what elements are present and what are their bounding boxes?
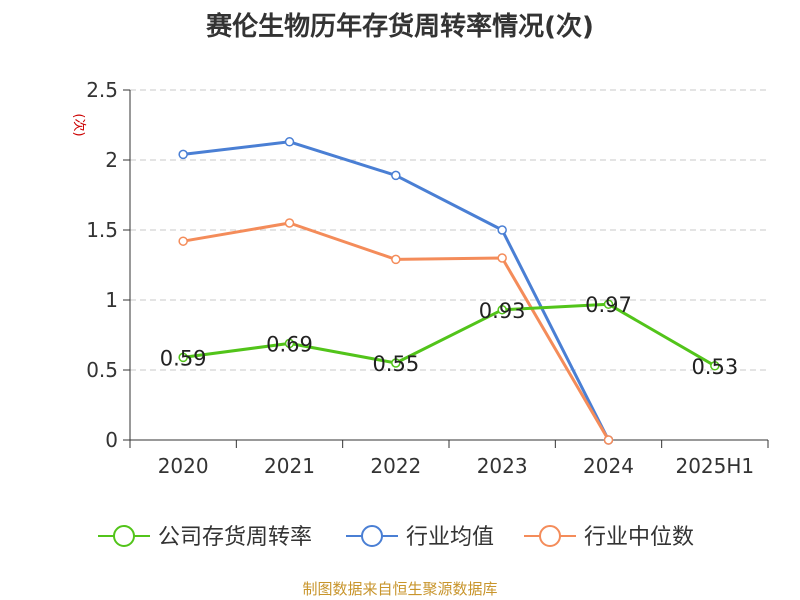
data-point-2[interactable] xyxy=(284,218,295,228)
data-point-0[interactable] xyxy=(391,358,401,368)
y-tick-label: 1 xyxy=(105,288,118,312)
series-line-1 xyxy=(182,140,610,441)
legend-marker xyxy=(113,525,135,547)
legend[interactable]: 公司存货周转率 行业均值 行业中位数 xyxy=(98,525,694,550)
data-point-2[interactable] xyxy=(391,254,401,265)
y-tick-label: 2.5 xyxy=(86,78,118,102)
data-point-1[interactable] xyxy=(178,149,188,160)
y-axis-label: (次) xyxy=(71,113,87,136)
data-label: 0.55 xyxy=(372,352,419,376)
y-tick-label: 0 xyxy=(105,428,118,452)
series-line-0 xyxy=(182,302,716,368)
x-tick-label: 2024 xyxy=(583,454,634,478)
data-point-2[interactable] xyxy=(178,236,188,246)
data-point-1[interactable] xyxy=(391,170,401,181)
x-tick-label: 2023 xyxy=(477,454,528,478)
source-note: 制图数据来自恒生聚源数据库 xyxy=(302,580,498,598)
data-label: 0.53 xyxy=(691,355,738,379)
data-point-0[interactable] xyxy=(284,338,295,349)
y-tick-label: 0.5 xyxy=(86,358,118,382)
data-labels: 0.59 0.69 0.55 0.93 0.97 0.53 xyxy=(160,293,738,379)
x-tick-label: 2025H1 xyxy=(675,454,754,478)
y-tick-label: 1.5 xyxy=(86,218,118,242)
chart-title: 赛伦生物历年存货周转率情况(次) xyxy=(206,12,594,42)
y-tick-label: 2 xyxy=(105,148,118,172)
legend-label: 行业中位数 xyxy=(584,525,694,550)
data-point-0[interactable] xyxy=(178,352,188,363)
data-point-1[interactable] xyxy=(284,137,295,147)
x-tick-label: 2021 xyxy=(264,454,315,478)
legend-marker xyxy=(539,525,561,547)
data-point-1[interactable] xyxy=(497,225,507,235)
legend-label: 行业均值 xyxy=(406,525,494,550)
data-label: 0.59 xyxy=(160,346,207,370)
legend-item-0[interactable]: 公司存货周转率 xyxy=(98,525,312,550)
legend-item-2[interactable]: 行业中位数 xyxy=(524,525,694,550)
data-label: 0.97 xyxy=(585,293,632,317)
data-label: 0.69 xyxy=(266,332,313,356)
legend-label: 公司存货周转率 xyxy=(158,525,312,550)
x-tick-label: 2022 xyxy=(370,454,421,478)
legend-marker xyxy=(361,525,383,547)
data-point-0[interactable] xyxy=(603,299,614,309)
series xyxy=(178,137,720,445)
data-point-2[interactable] xyxy=(603,435,614,445)
data-point-2[interactable] xyxy=(497,253,507,263)
axes: 0 0.5 1 1.5 2 2.5 2020 2021 2022 2023 2024 2025H1 xyxy=(86,78,769,478)
data-point-0[interactable] xyxy=(497,305,507,315)
data-point-0[interactable] xyxy=(710,361,720,371)
legend-item-1[interactable]: 行业均值 xyxy=(346,525,494,550)
grid-lines xyxy=(130,89,768,371)
x-tick-label: 2020 xyxy=(158,454,209,478)
data-label: 0.93 xyxy=(479,299,526,323)
